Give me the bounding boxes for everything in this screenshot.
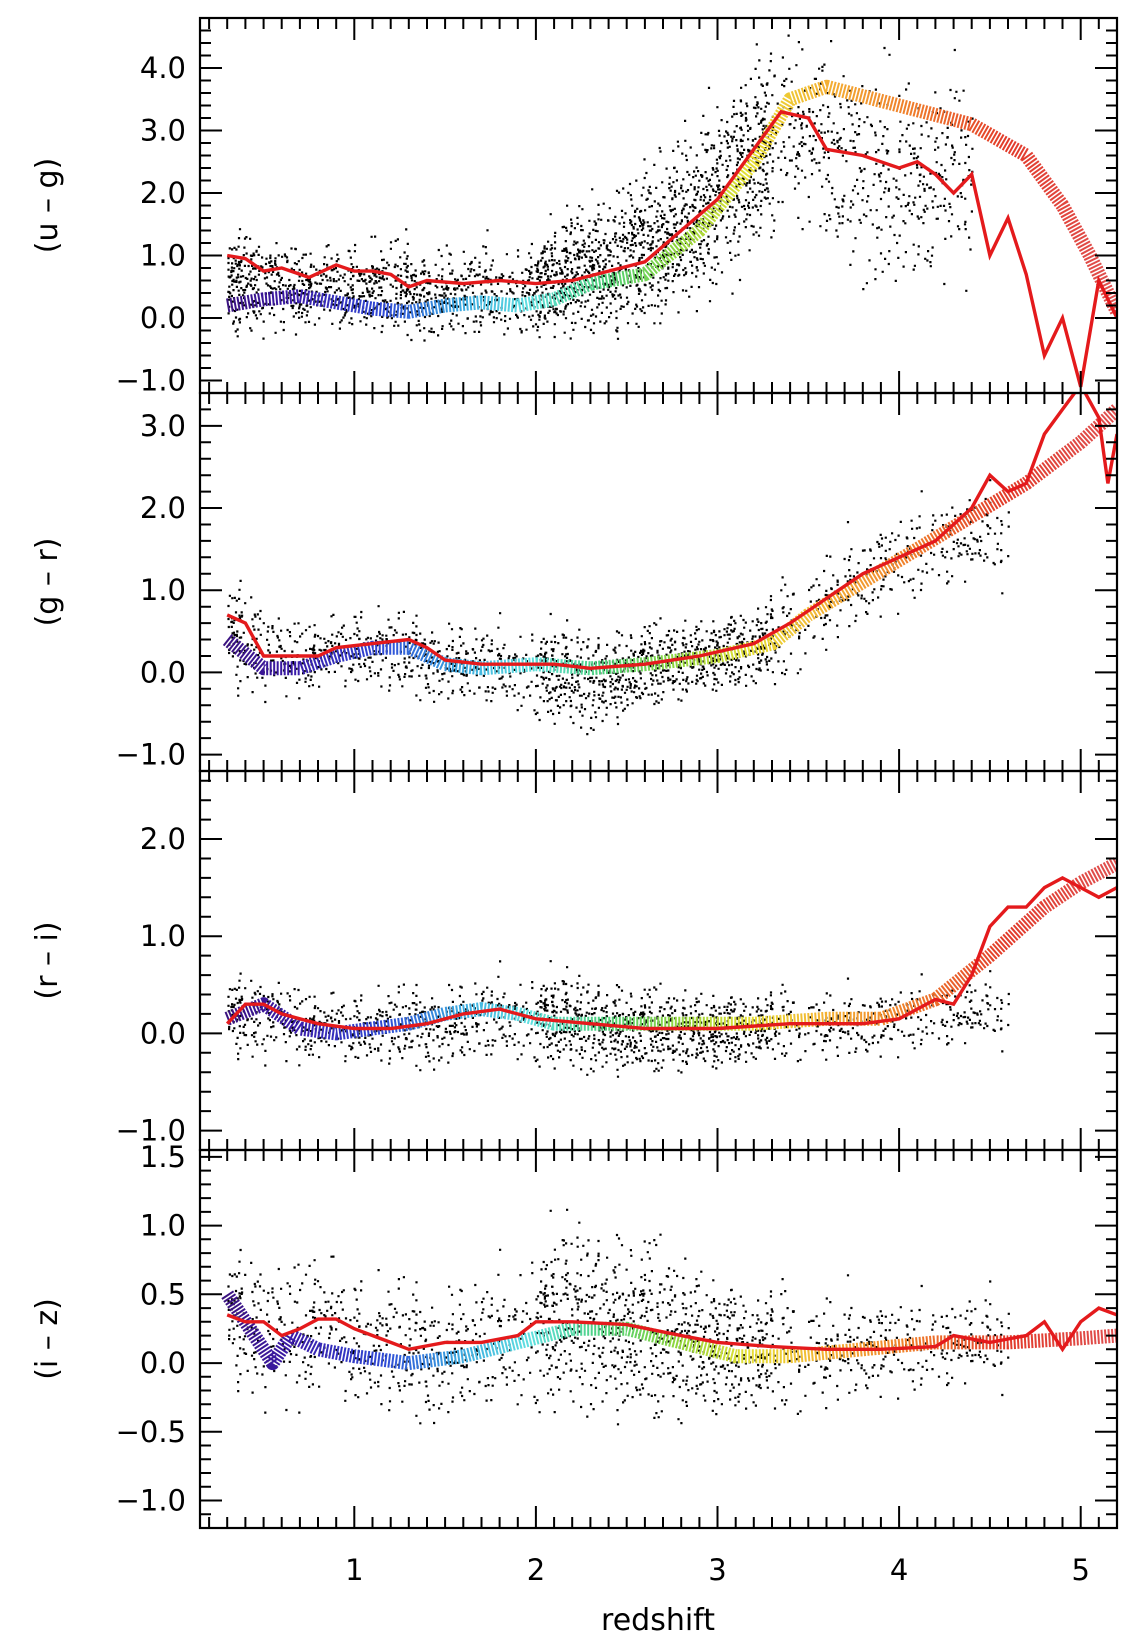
y-tick-label: 3.0 [140,114,186,148]
y-tick-label: 0.0 [140,301,186,335]
axis-ticks [200,392,1118,771]
model-color-track [221,1290,1117,1371]
y-tick-label: 1.0 [140,1209,186,1243]
x-tick-label: 5 [1071,1553,1089,1587]
scatter-points [227,479,1010,736]
y-tick-label: 0.0 [140,1346,186,1380]
y-tick-label: 2.0 [140,491,186,525]
y-tick-label: 0.5 [140,1277,186,1311]
axis-ticks [200,1150,1118,1528]
panel-frame [198,1148,1119,1530]
x-tick-label: 3 [708,1553,726,1587]
median-color-line [226,393,1117,671]
axis-ticks [200,771,1118,1150]
y-axis-label: (g – r) [30,538,65,627]
y-axis-label: (r – i) [30,921,65,999]
y-axis-label: (u – g) [30,158,65,254]
median-color-line [226,1306,1117,1353]
model-color-track [222,404,1117,676]
panel-1: −1.0 0.0 1.0 2.0 3.0 4.0 (u – g) [30,16,1119,398]
y-tick-label: −1.0 [116,738,186,772]
y-tick-label: −1.0 [116,1114,186,1148]
y-tick-label: 0.0 [140,655,186,689]
quasar-points [227,1208,1010,1426]
y-tick-label: 1.5 [140,1140,186,1174]
x-tick-label: 2 [527,1553,545,1587]
axis-ticks [200,17,1118,393]
median-color-line [226,109,1117,388]
x-axis-label: redshift [601,1603,715,1638]
y-tick-label: 0.0 [140,1016,186,1050]
panels-container: −1.0 0.0 1.0 2.0 3.0 4.0 (u – g) −1.0 0.0 1.0 2.0 3… [30,16,1119,1530]
panel-frame [198,391,1119,773]
quasar-points [227,34,974,342]
scatter-points [227,1208,1010,1426]
x-tick-label: 1 [345,1553,363,1587]
median-color-line [225,875,1117,1031]
y-tick-label: 1.0 [140,239,186,273]
y-tick-label: −1.0 [116,1484,186,1518]
x-tick-label: 4 [890,1553,908,1587]
y-tick-label: 1.0 [140,919,186,953]
model-color-track [226,79,1117,319]
y-tick-label: −0.5 [116,1415,186,1449]
panel-4: −1.0 −0.5 0.0 0.5 1.0 1.5 (i – z) [30,1140,1119,1530]
y-tick-label: 2.0 [140,176,186,210]
quasar-points [227,479,1010,736]
y-tick-label: 4.0 [140,51,186,85]
x-axis: redshift 1 2 3 4 5 [345,1553,1090,1638]
y-tick-label: 2.0 [140,822,186,856]
y-tick-label: −1.0 [116,364,186,398]
panel-2: −1.0 0.0 1.0 2.0 3.0 (g – r) [30,391,1119,773]
y-tick-label: 3.0 [140,409,186,443]
panel-3: −1.0 0.0 1.0 2.0 (r – i) [30,769,1119,1152]
y-tick-label: 1.0 [140,573,186,607]
y-axis-label: (i – z) [30,1298,65,1380]
scatter-points [227,34,974,342]
